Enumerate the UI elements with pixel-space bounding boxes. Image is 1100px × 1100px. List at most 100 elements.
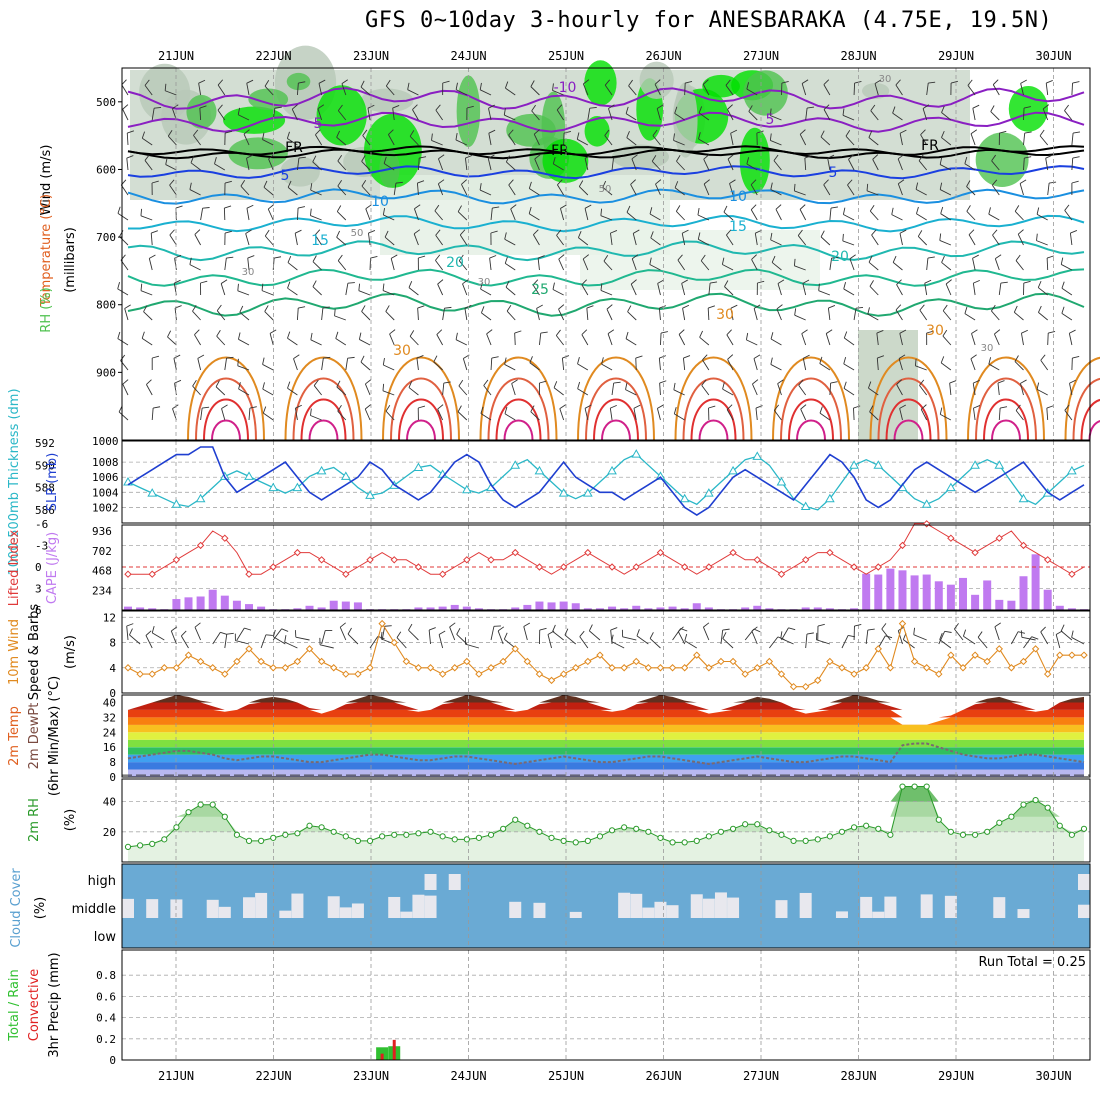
upper-wind-barb xyxy=(150,233,153,246)
upper-wind-barb xyxy=(490,208,493,221)
temperature-contour-label: 10 xyxy=(371,194,389,210)
upper-wind-barb xyxy=(387,134,395,146)
upper-wind-barb xyxy=(464,308,468,321)
upper-wind-barb-feather xyxy=(800,404,807,410)
upper-wind-barb-feather xyxy=(120,354,126,361)
upper-wind-barb-feather xyxy=(831,256,839,259)
upper-wind-barb xyxy=(992,234,1000,246)
rh2m-point xyxy=(596,833,604,840)
cloud-middle-block xyxy=(666,905,679,918)
boundary-layer-contour xyxy=(382,356,460,441)
upper-wind-barb-feather xyxy=(625,331,629,339)
cape-bar xyxy=(184,597,193,610)
upper-wind-barb-feather xyxy=(874,79,882,84)
upper-wind-barb-feather xyxy=(1040,354,1046,361)
upper-wind-barb xyxy=(479,189,492,196)
cape-bar xyxy=(910,575,919,610)
upper-wind-barb xyxy=(455,139,468,146)
cape-bar xyxy=(305,605,314,610)
cloud-middle-block xyxy=(714,892,727,918)
upper-wind-barb xyxy=(753,358,758,371)
upper-wind-barb-feather xyxy=(654,79,661,85)
rh2m-point xyxy=(512,816,519,823)
upper-wind-barb xyxy=(119,236,129,246)
upper-wind-barb xyxy=(263,186,274,196)
upper-wind-barb-feather xyxy=(1023,106,1031,109)
upper-wind-barb xyxy=(727,158,734,171)
upper-wind-barb-feather xyxy=(1042,104,1050,110)
upper-wind-barb xyxy=(998,407,1001,421)
wind-speed-point xyxy=(1080,651,1088,659)
upper-wind-barb-feather xyxy=(1072,356,1080,359)
upper-wind-barb xyxy=(504,114,516,121)
wind10m-barb-feather xyxy=(611,634,614,642)
upper-wind-barb-feather xyxy=(530,405,535,412)
wind-speed-point xyxy=(124,664,132,672)
upper-wind-barb-feather xyxy=(455,332,458,340)
upper-wind-barb xyxy=(657,283,661,296)
upper-wind-barb-feather xyxy=(677,254,683,261)
upper-wind-barb xyxy=(994,258,1000,271)
upper-wind-barb-feather xyxy=(442,80,450,84)
precip-convective-bar xyxy=(380,1053,384,1060)
temperature-contour xyxy=(127,111,1085,133)
upper-wind-barb-feather xyxy=(794,308,797,316)
rh2m-point xyxy=(633,825,640,832)
upper-wind-barb-feather xyxy=(1020,79,1027,84)
upper-wind-barb-feather xyxy=(563,130,571,134)
upper-wind-barb-feather xyxy=(264,229,270,237)
wind-speed-point xyxy=(196,657,205,666)
cape-bar xyxy=(958,577,967,610)
top-date-label: 30JUN xyxy=(1035,49,1071,63)
temp-band xyxy=(128,695,1084,703)
wind-speed-point xyxy=(390,638,398,647)
wind-speed-point xyxy=(281,664,290,672)
cape-bar xyxy=(862,573,871,610)
cape-bar xyxy=(1043,589,1052,610)
upper-wind-barb xyxy=(382,390,395,396)
upper-wind-barb xyxy=(970,358,976,371)
upper-wind-barb xyxy=(968,234,976,246)
wind10m-barb-feather xyxy=(579,630,585,637)
upper-wind-barb xyxy=(703,158,710,171)
upper-wind-barb-feather xyxy=(1039,129,1045,136)
upper-wind-barb-feather xyxy=(899,329,907,334)
cape-bar xyxy=(1007,600,1016,610)
upper-wind-barb-feather xyxy=(820,130,825,138)
upper-wind-barb xyxy=(726,334,734,346)
upper-wind-barb xyxy=(365,208,371,221)
wind10m-barb-feather xyxy=(564,628,569,636)
rh-cell xyxy=(739,127,770,194)
rh2m-point xyxy=(487,831,495,838)
upper-wind-barb-feather xyxy=(504,406,508,414)
rh2m-point xyxy=(536,828,543,835)
upper-wind-barb xyxy=(480,288,492,296)
upper-wind-barb xyxy=(385,410,395,421)
upper-wind-barb xyxy=(940,362,952,371)
upper-wind-barb-feather xyxy=(757,280,765,284)
upper-wind-barb-feather xyxy=(708,305,715,309)
upper-wind-barb-feather xyxy=(1019,179,1027,184)
wind-speed-point xyxy=(789,682,798,691)
upper-wind-barb xyxy=(488,108,492,121)
upper-wind-barb-feather xyxy=(1064,204,1070,211)
upper-wind-barb xyxy=(941,262,952,271)
upper-wind-barb-feather xyxy=(457,405,462,412)
upper-wind-barb-feather xyxy=(1049,181,1057,184)
upper-wind-barb xyxy=(246,158,250,171)
rh2m-point xyxy=(1044,804,1051,811)
upper-wind-barb xyxy=(964,163,976,171)
upper-wind-barb-feather xyxy=(848,154,854,160)
upper-wind-barb-feather xyxy=(988,207,991,215)
upper-wind-barb xyxy=(192,310,201,321)
upper-wind-barb xyxy=(1047,332,1049,346)
wind10m-axis-label: 10m Wind xyxy=(7,619,22,685)
bottom-date-label: 27JUN xyxy=(743,1069,779,1083)
upper-wind-barb-feather xyxy=(819,406,823,414)
upper-wind-barb-feather xyxy=(167,130,173,137)
upper-wind-barb-feather xyxy=(262,406,267,414)
upper-wind-barb xyxy=(1023,157,1025,171)
bottom-date-label: 29JUN xyxy=(938,1069,974,1083)
wind10m-barb xyxy=(236,627,245,641)
upper-wind-barb xyxy=(117,338,129,346)
